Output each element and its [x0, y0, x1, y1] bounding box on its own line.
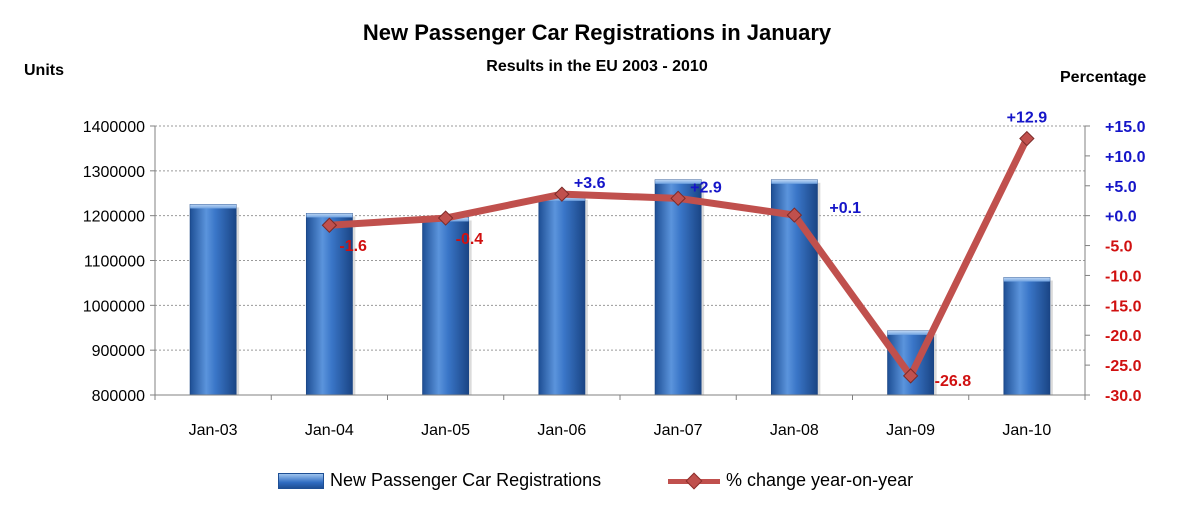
bar-top	[887, 330, 934, 335]
data-label: -26.8	[935, 373, 972, 390]
x-tick-label: Jan-04	[305, 422, 354, 439]
data-label: +0.1	[829, 200, 861, 217]
data-label: +2.9	[690, 179, 722, 196]
y-axis-right-label: Percentage	[1060, 69, 1147, 86]
bar-series	[189, 179, 1053, 396]
chart-title: New Passenger Car Registrations in Janua…	[362, 20, 832, 45]
x-tick-label: Jan-05	[421, 422, 470, 439]
y-left-tick-label: 800000	[92, 388, 145, 405]
bar	[422, 217, 470, 396]
bar	[1003, 277, 1051, 396]
gridlines	[155, 125, 1085, 351]
y-right-tick-label: +10.0	[1105, 149, 1146, 166]
chart-subtitle: Results in the EU 2003 - 2010	[486, 58, 708, 75]
axes: 800000 900000 1000000 1100000 1200000 1300000…	[83, 119, 1146, 439]
legend: New Passenger Car Registrations % change…	[0, 470, 1194, 496]
y-right-tick-label: +5.0	[1105, 179, 1137, 196]
x-tick-label: Jan-06	[537, 422, 586, 439]
y-left-tick-label: 1300000	[83, 164, 145, 181]
data-label: +12.9	[1007, 110, 1048, 127]
y-right-tick-label: +15.0	[1105, 119, 1146, 136]
bar	[189, 204, 237, 396]
bar-top	[771, 179, 818, 184]
line-point	[321, 217, 338, 233]
bar-top	[190, 204, 237, 209]
line-point	[902, 368, 919, 384]
y-right-tick-label: -30.0	[1105, 388, 1142, 405]
y-left-tick-label: 900000	[92, 343, 145, 360]
line-point	[786, 207, 803, 223]
y-right-tick-label: -20.0	[1105, 328, 1142, 345]
y-right-tick-label: -10.0	[1105, 268, 1142, 285]
bar	[305, 213, 353, 396]
line-point	[670, 190, 686, 207]
bar	[538, 196, 586, 396]
x-tick-label: Jan-09	[886, 422, 935, 439]
legend-bar-swatch	[278, 472, 324, 489]
line-series	[321, 130, 1035, 384]
y-left-tick-label: 1000000	[83, 298, 145, 315]
bar-top	[1003, 277, 1050, 282]
x-tick-label: Jan-10	[1002, 422, 1051, 439]
data-label: -1.6	[339, 238, 367, 255]
legend-item-bars: New Passenger Car Registrations	[278, 470, 601, 491]
y-right-tick-label: -25.0	[1105, 358, 1142, 375]
y-left-tick-label: 1100000	[84, 254, 145, 271]
x-tick-label: Jan-07	[654, 422, 703, 439]
legend-bar-label: New Passenger Car Registrations	[330, 470, 602, 490]
line-point	[554, 186, 570, 202]
bar	[654, 179, 702, 396]
data-label: -0.4	[456, 231, 484, 248]
legend-line-label: % change year-on-year	[726, 470, 914, 490]
bar-top	[655, 179, 702, 184]
line-point	[437, 210, 454, 226]
y-right-tick-label: -5.0	[1105, 239, 1133, 256]
legend-line-swatch	[668, 471, 720, 491]
x-tick-label: Jan-03	[189, 422, 238, 439]
y-right-tick-label: +0.0	[1105, 209, 1137, 226]
line-point	[1019, 130, 1035, 147]
legend-item-line: % change year-on-year	[668, 470, 913, 491]
bar-top	[306, 213, 353, 218]
y-left-tick-label: 1200000	[83, 209, 145, 226]
x-tick-label: Jan-08	[770, 422, 819, 439]
y-left-tick-label: 1400000	[83, 119, 145, 136]
data-labels: -1.6 -0.4 +3.6 +2.9 +0.1 -26.8 +12.9	[339, 110, 1047, 390]
y-right-tick-label: -15.0	[1105, 298, 1142, 315]
data-label: +3.6	[574, 175, 606, 192]
y-axis-left-label: Units	[24, 62, 64, 79]
